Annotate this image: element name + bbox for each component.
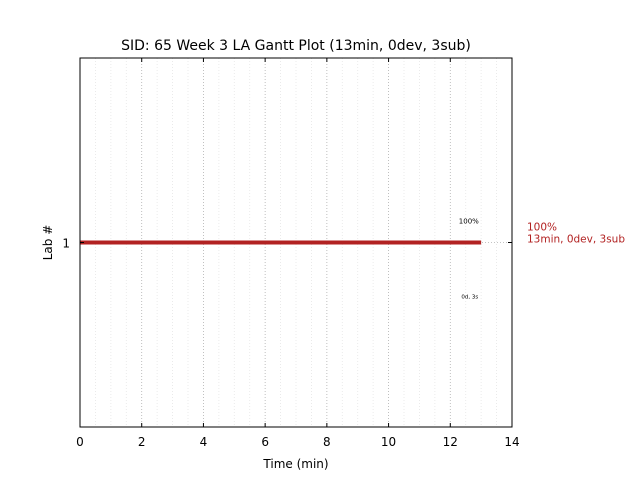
y-axis-ticks: 1: [62, 237, 512, 251]
x-tick-label: 6: [261, 435, 269, 449]
x-tick-label: 2: [138, 435, 146, 449]
y-axis-label: Lab #: [41, 225, 55, 261]
bar-detail-label: 0d, 3s: [461, 295, 478, 301]
y-tick-label: 1: [62, 237, 70, 251]
x-tick-label: 14: [504, 435, 519, 449]
x-tick-label: 8: [323, 435, 331, 449]
x-axis-label: Time (min): [262, 457, 328, 471]
gantt-bars: [80, 240, 482, 245]
side-percent-label: 100%: [527, 222, 557, 234]
x-axis-ticks: 0 2 4 6 8 10 12 14: [76, 58, 520, 449]
side-summary-label: 13min, 0dev, 3sub: [527, 234, 625, 246]
chart-title: SID: 65 Week 3 LA Gantt Plot (13min, 0de…: [121, 38, 471, 54]
x-tick-label: 4: [200, 435, 208, 449]
x-tick-label: 12: [443, 435, 458, 449]
x-tick-label: 10: [381, 435, 396, 449]
bar-percent-label: 100%: [459, 218, 479, 226]
gantt-bar: [80, 240, 482, 245]
x-tick-label: 0: [76, 435, 84, 449]
